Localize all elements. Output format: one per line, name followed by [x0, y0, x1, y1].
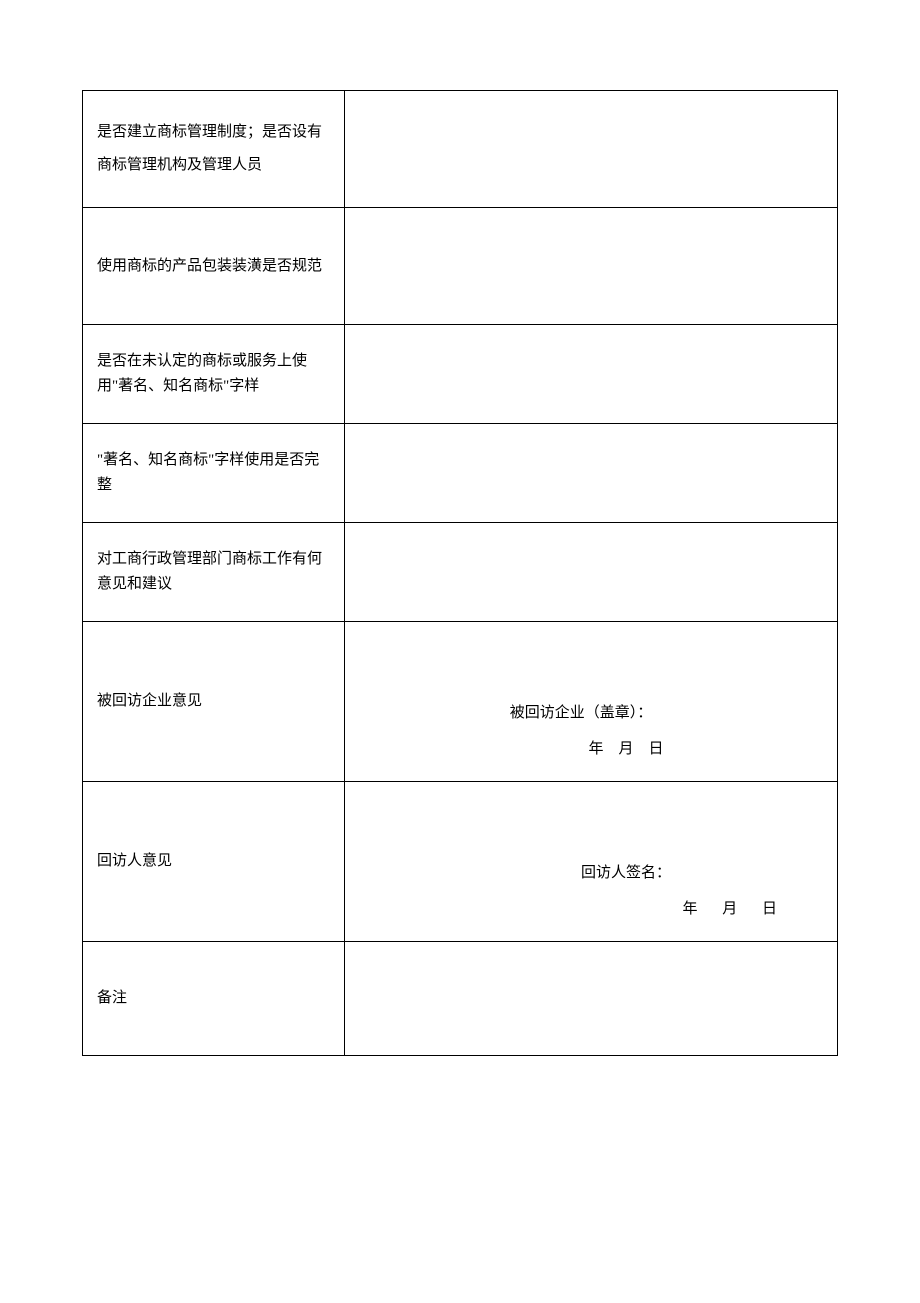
table-row: 备注	[83, 942, 838, 1056]
row-value[interactable]	[345, 91, 838, 208]
table-row: 使用商标的产品包装装潢是否规范	[83, 208, 838, 325]
signature-block: 被回访企业（盖章）： 年 月 日	[355, 695, 807, 767]
signature-cell[interactable]: 回访人签名： 年 月 日	[345, 782, 838, 942]
form-table: 是否建立商标管理制度；是否设有商标管理机构及管理人员 使用商标的产品包装装潢是否…	[82, 90, 838, 1056]
table-row: 被回访企业意见 被回访企业（盖章）： 年 月 日	[83, 622, 838, 782]
row-label: 被回访企业意见	[83, 622, 345, 782]
table-row: 对工商行政管理部门商标工作有何意见和建议	[83, 523, 838, 622]
row-label: "著名、知名商标"字样使用是否完整	[83, 424, 345, 523]
signature-label: 被回访企业（盖章）：	[355, 695, 807, 731]
table-row: 是否在未认定的商标或服务上使用"著名、知名商标"字样	[83, 325, 838, 424]
row-value[interactable]	[345, 325, 838, 424]
table-row: "著名、知名商标"字样使用是否完整	[83, 424, 838, 523]
date-label: 年 月 日	[355, 891, 807, 927]
row-label: 对工商行政管理部门商标工作有何意见和建议	[83, 523, 345, 622]
signature-label: 回访人签名：	[355, 855, 807, 891]
row-value[interactable]	[345, 208, 838, 325]
row-value[interactable]	[345, 424, 838, 523]
row-label: 是否建立商标管理制度；是否设有商标管理机构及管理人员	[83, 91, 345, 208]
row-label: 回访人意见	[83, 782, 345, 942]
row-value[interactable]	[345, 523, 838, 622]
table-row: 回访人意见 回访人签名： 年 月 日	[83, 782, 838, 942]
row-value[interactable]	[345, 942, 838, 1056]
date-label: 年 月 日	[355, 731, 807, 767]
row-label: 使用商标的产品包装装潢是否规范	[83, 208, 345, 325]
signature-cell[interactable]: 被回访企业（盖章）： 年 月 日	[345, 622, 838, 782]
signature-block: 回访人签名： 年 月 日	[355, 855, 807, 927]
table-row: 是否建立商标管理制度；是否设有商标管理机构及管理人员	[83, 91, 838, 208]
row-label: 是否在未认定的商标或服务上使用"著名、知名商标"字样	[83, 325, 345, 424]
row-label: 备注	[83, 942, 345, 1056]
